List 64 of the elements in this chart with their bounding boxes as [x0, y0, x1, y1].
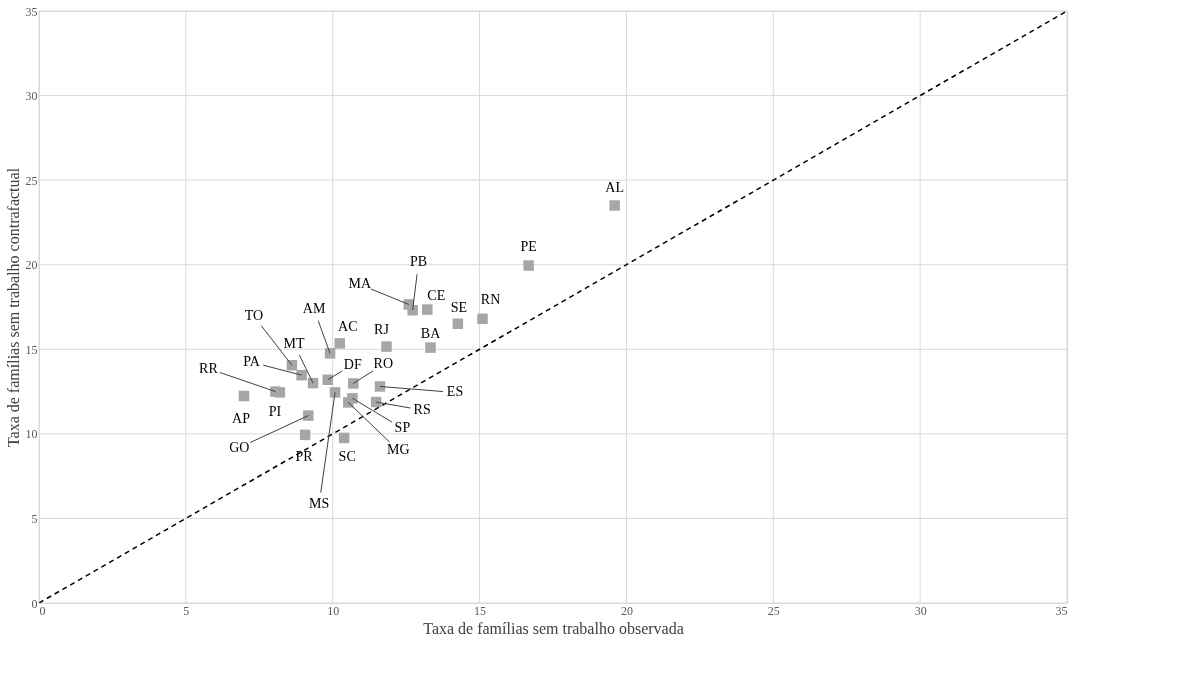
point [609, 200, 620, 211]
point [381, 341, 392, 352]
annotation: MA [348, 276, 372, 292]
annotation: ES [446, 384, 464, 400]
annotation: MG [387, 442, 410, 458]
annotation: MT [283, 336, 305, 352]
point [296, 369, 307, 381]
point [523, 260, 534, 271]
point [343, 397, 354, 408]
y-axis-title: Taxa de famílias sem trabalho contrafactual [4, 167, 22, 448]
annotation: BA [420, 325, 442, 341]
x-tick-label: 20 [620, 603, 633, 618]
x-tick-label: 10 [327, 603, 340, 618]
y-tick-label: 5 [31, 511, 38, 526]
point [274, 387, 286, 398]
y-tick-label: 30 [25, 89, 38, 104]
annotation: PB [410, 254, 428, 270]
x-axis-title: Taxa de famílias sem trabalho observada [423, 619, 684, 637]
annotation: AP [232, 410, 251, 426]
annotation: PI [268, 404, 282, 420]
y-tick-label: 35 [25, 4, 38, 19]
annotation: PR [295, 448, 314, 464]
annotation: RR [199, 360, 219, 376]
point [348, 378, 359, 389]
point [299, 429, 311, 441]
point [334, 338, 346, 349]
point [374, 381, 386, 392]
x-tick-label: 15 [474, 603, 487, 618]
point [303, 410, 314, 421]
point [452, 318, 464, 329]
y-tick-label: 25 [25, 173, 38, 188]
x-tick-label: 5 [183, 603, 190, 618]
annotation: PA [243, 354, 261, 370]
annotation: GO [229, 439, 250, 455]
annotation: SP [394, 420, 411, 436]
y-tick-label: 10 [25, 427, 38, 442]
annotation: SC [338, 448, 356, 464]
point [322, 374, 333, 385]
annotation: RJ [374, 321, 390, 337]
point [338, 432, 350, 444]
annotation: AL [605, 179, 625, 195]
annotation: AM [302, 301, 326, 317]
point [324, 348, 336, 359]
annotation: CE [427, 287, 446, 303]
annotation: RS [413, 402, 431, 418]
point [407, 304, 418, 316]
point [422, 304, 433, 315]
point [425, 342, 436, 353]
point [477, 313, 488, 325]
annotation: DF [343, 356, 362, 372]
annotation: SE [450, 299, 468, 315]
annotation: AC [338, 319, 358, 335]
y-tick-label: 20 [25, 258, 38, 273]
annotation: PE [520, 238, 537, 254]
point [238, 390, 250, 402]
annotation: RO [373, 356, 393, 372]
annotation: RN [480, 291, 501, 307]
x-tick-label: 35 [1055, 603, 1068, 618]
annotation: TO [244, 308, 264, 324]
annotation: MS [308, 496, 330, 512]
y-tick-label: 15 [25, 342, 38, 357]
x-tick-label: 25 [767, 603, 780, 618]
x-tick-label: 30 [914, 603, 927, 618]
point [329, 387, 341, 398]
